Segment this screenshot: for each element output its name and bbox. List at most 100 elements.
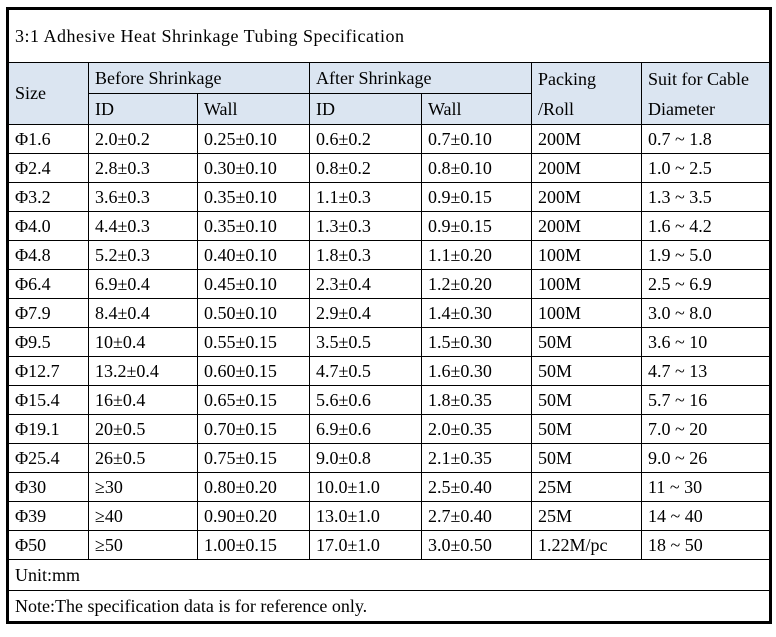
cell-before-id: 26±0.5: [88, 443, 198, 473]
cell-packing-per-roll: 200M: [531, 182, 642, 212]
cell-before-id: ≥30: [88, 472, 198, 502]
cell-size: Φ15.4: [7, 385, 89, 415]
cell-before-id: 8.4±0.4: [88, 298, 198, 328]
cell-size: Φ2.4: [7, 153, 89, 183]
suit-label-line2: Diameter: [648, 98, 715, 119]
col-header-after-wall: Wall: [421, 93, 532, 125]
cell-before-id: 13.2±0.4: [88, 356, 198, 386]
cell-before-id: 16±0.4: [88, 385, 198, 415]
table-row: Φ12.7 13.2±0.4 0.60±0.15 4.7±0.5 1.6±0.30 50M…: [7, 356, 771, 386]
cell-before-id: 5.2±0.3: [88, 240, 198, 270]
cell-after-wall: 2.7±0.40: [421, 501, 532, 531]
title-row: 3:1 Adhesive Heat Shrinkage Tubing Speci…: [7, 8, 771, 63]
cell-size: Φ6.4: [7, 269, 89, 299]
cell-after-id: 13.0±1.0: [309, 501, 422, 531]
cell-cable-diameter-range: 1.3 ~ 3.5: [641, 182, 771, 212]
cell-packing-per-roll: 1.22M/pc: [531, 530, 642, 560]
cell-before-id: ≥50: [88, 530, 198, 560]
cell-size: Φ25.4: [7, 443, 89, 473]
cell-after-wall: 1.6±0.30: [421, 356, 532, 386]
page-title: 3:1 Adhesive Heat Shrinkage Tubing Speci…: [7, 8, 771, 63]
cell-after-id: 5.6±0.6: [309, 385, 422, 415]
cell-cable-diameter-range: 1.6 ~ 4.2: [641, 211, 771, 241]
cell-packing-per-roll: 200M: [531, 124, 642, 154]
cell-cable-diameter-range: 5.7 ~ 16: [641, 385, 771, 415]
cell-cable-diameter-range: 0.7 ~ 1.8: [641, 124, 771, 154]
cell-cable-diameter-range: 7.0 ~ 20: [641, 414, 771, 444]
cell-size: Φ4.0: [7, 211, 89, 241]
table-row: Φ30 ≥30 0.80±0.20 10.0±1.0 2.5±0.40 25M 11 ~ 3…: [7, 472, 771, 502]
cell-before-id: 10±0.4: [88, 327, 198, 357]
cell-cable-diameter-range: 1.9 ~ 5.0: [641, 240, 771, 270]
cell-cable-diameter-range: 3.6 ~ 10: [641, 327, 771, 357]
cell-after-wall: 1.1±0.20: [421, 240, 532, 270]
cell-before-wall: 0.30±0.10: [197, 153, 310, 183]
cell-after-id: 2.9±0.4: [309, 298, 422, 328]
cell-cable-diameter-range: 9.0 ~ 26: [641, 443, 771, 473]
cell-before-wall: 1.00±0.15: [197, 530, 310, 560]
header-row-sub: ID Wall ID Wall: [8, 93, 771, 125]
cell-before-wall: 0.35±0.10: [197, 182, 310, 212]
unit-row: Unit:mm: [7, 559, 771, 591]
cell-before-id: ≥40: [88, 501, 198, 531]
table-row: Φ6.4 6.9±0.4 0.45±0.10 2.3±0.4 1.2±0.20 100M 2…: [7, 269, 771, 299]
col-header-after-shrinkage: After Shrinkage: [309, 62, 532, 94]
cell-cable-diameter-range: 4.7 ~ 13: [641, 356, 771, 386]
packing-label-line1: Packing: [538, 68, 596, 89]
table-row: Φ4.0 4.4±0.3 0.35±0.10 1.3±0.3 0.9±0.15 200M 1…: [7, 211, 771, 241]
cell-size: Φ1.6: [7, 124, 89, 154]
cell-before-wall: 0.60±0.15: [197, 356, 310, 386]
cell-after-id: 3.5±0.5: [309, 327, 422, 357]
table-row: Φ2.4 2.8±0.3 0.30±0.10 0.8±0.2 0.8±0.10 200M 1…: [7, 153, 771, 183]
table-row: Φ9.5 10±0.4 0.55±0.15 3.5±0.5 1.5±0.30 50M 3.6…: [7, 327, 771, 357]
cell-after-wall: 1.8±0.35: [421, 385, 532, 415]
col-header-cable-diameter: Suit for Cable Diameter: [641, 62, 771, 125]
cell-packing-per-roll: 100M: [531, 298, 642, 328]
note-row: Note:The specification data is for refer…: [7, 590, 771, 623]
cell-before-wall: 0.65±0.15: [197, 385, 310, 415]
cell-after-wall: 1.5±0.30: [421, 327, 532, 357]
table-row: Φ1.6 2.0±0.2 0.25±0.10 0.6±0.2 0.7±0.10 200M 0…: [7, 124, 771, 154]
suit-label-line1: Suit for Cable: [648, 68, 749, 89]
cell-packing-per-roll: 25M: [531, 501, 642, 531]
cell-before-id: 6.9±0.4: [88, 269, 198, 299]
cell-before-wall: 0.35±0.10: [197, 211, 310, 241]
table-row: Φ25.4 26±0.5 0.75±0.15 9.0±0.8 2.1±0.35 50M 9.…: [7, 443, 771, 473]
cell-cable-diameter-range: 11 ~ 30: [641, 472, 771, 502]
cell-cable-diameter-range: 1.0 ~ 2.5: [641, 153, 771, 183]
cell-packing-per-roll: 50M: [531, 443, 642, 473]
col-header-packing-per-roll: Packing/Roll: [531, 62, 642, 125]
cell-packing-per-roll: 100M: [531, 269, 642, 299]
cell-after-wall: 1.2±0.20: [421, 269, 532, 299]
cell-after-wall: 0.8±0.10: [421, 153, 532, 183]
cell-after-wall: 1.4±0.30: [421, 298, 532, 328]
spec-table-head: 3:1 Adhesive Heat Shrinkage Tubing Speci…: [7, 8, 771, 125]
cell-size: Φ4.8: [7, 240, 89, 270]
cell-after-wall: 2.0±0.35: [421, 414, 532, 444]
cell-packing-per-roll: 50M: [531, 327, 642, 357]
cell-after-id: 9.0±0.8: [309, 443, 422, 473]
cell-after-id: 1.1±0.3: [309, 182, 422, 212]
table-row: Φ7.9 8.4±0.4 0.50±0.10 2.9±0.4 1.4±0.30 100M 3…: [7, 298, 771, 328]
cell-before-wall: 0.40±0.10: [197, 240, 310, 270]
cell-after-id: 4.7±0.5: [309, 356, 422, 386]
cell-size: Φ19.1: [7, 414, 89, 444]
cell-after-wall: 0.9±0.15: [421, 182, 532, 212]
cell-after-wall: 2.1±0.35: [421, 443, 532, 473]
cell-before-id: 20±0.5: [88, 414, 198, 444]
table-row: Φ50 ≥50 1.00±0.15 17.0±1.0 3.0±0.50 1.22M/pc 1…: [7, 530, 771, 560]
table-row: Φ15.4 16±0.4 0.65±0.15 5.6±0.6 1.8±0.35 50M 5.…: [7, 385, 771, 415]
table-row: Φ39 ≥40 0.90±0.20 13.0±1.0 2.7±0.40 25M 14 ~ 4…: [7, 501, 771, 531]
col-header-size: Size: [7, 62, 89, 125]
table-row: Φ19.1 20±0.5 0.70±0.15 6.9±0.6 2.0±0.35 50M 7.…: [7, 414, 771, 444]
table-row: Φ3.2 3.6±0.3 0.35±0.10 1.1±0.3 0.9±0.15 200M 1…: [7, 182, 771, 212]
cell-before-wall: 0.50±0.10: [197, 298, 310, 328]
table-row: Φ4.8 5.2±0.3 0.40±0.10 1.8±0.3 1.1±0.20 100M 1…: [7, 240, 771, 270]
spec-table-body: Φ1.6 2.0±0.2 0.25±0.10 0.6±0.2 0.7±0.10 200M 0…: [7, 124, 771, 560]
cell-packing-per-roll: 100M: [531, 240, 642, 270]
col-header-after-id: ID: [309, 93, 422, 125]
cell-packing-per-roll: 200M: [531, 153, 642, 183]
cell-after-id: 0.8±0.2: [309, 153, 422, 183]
cell-after-wall: 3.0±0.50: [421, 530, 532, 560]
